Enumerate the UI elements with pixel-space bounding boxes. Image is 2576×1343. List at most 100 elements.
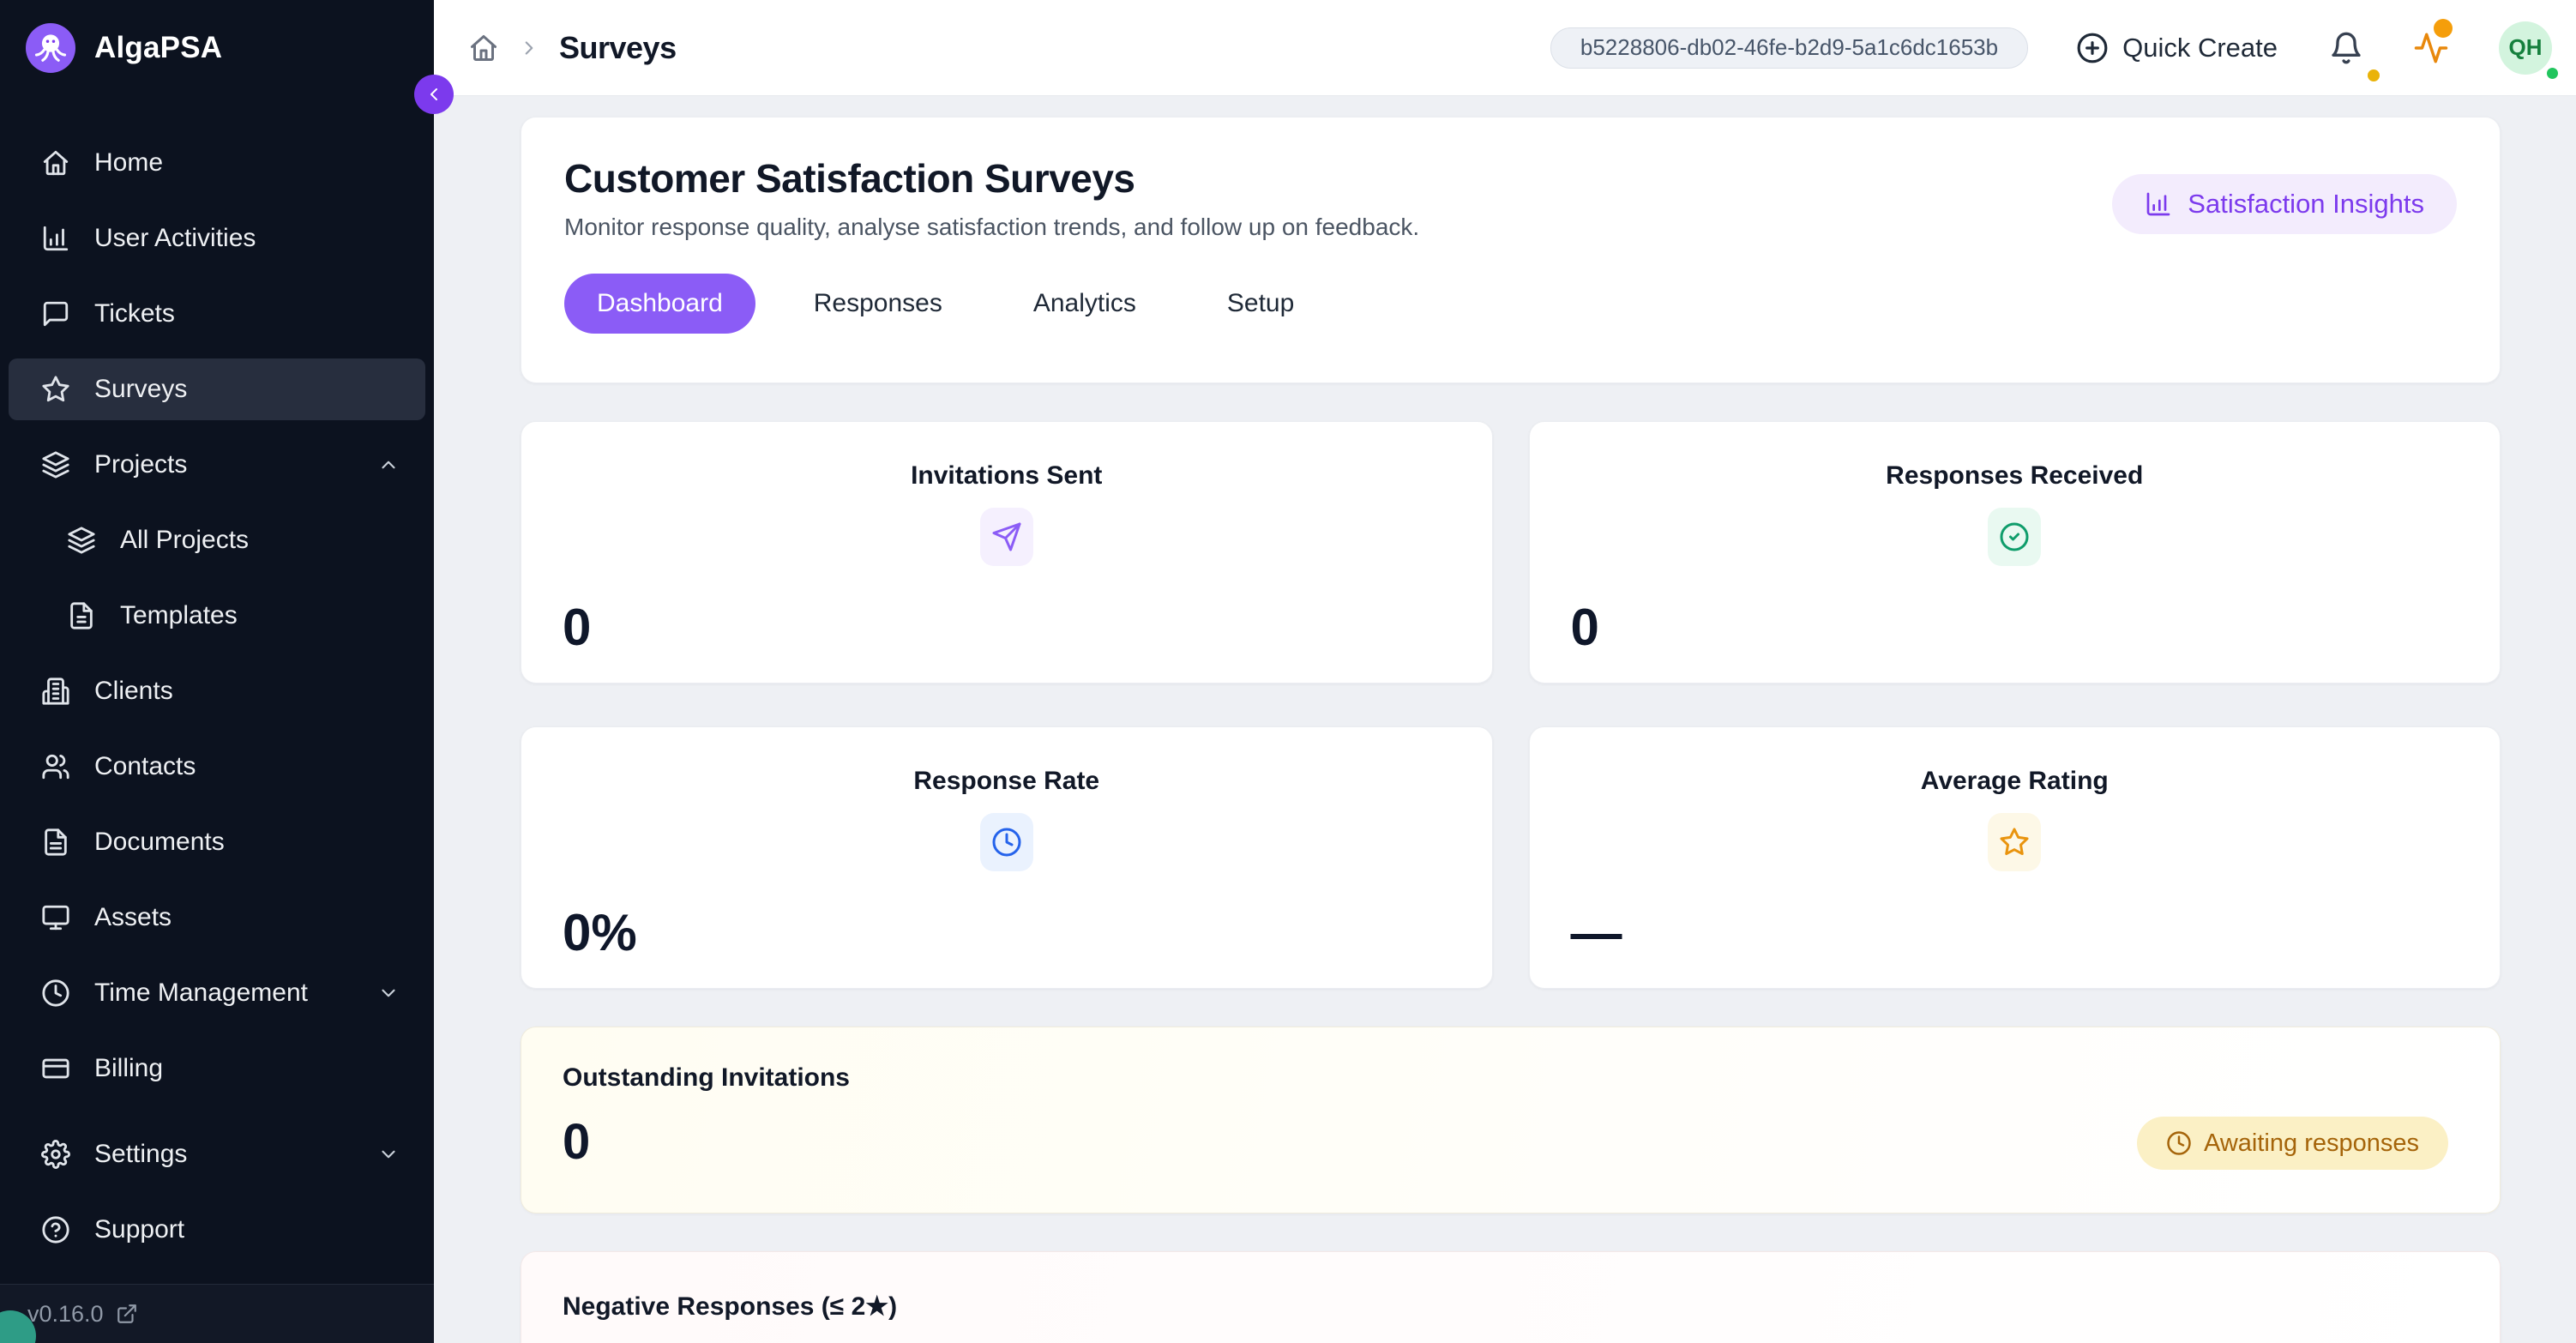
- page-subtitle: Monitor response quality, analyse satisf…: [564, 214, 1420, 240]
- tab-setup[interactable]: Setup: [1195, 274, 1327, 334]
- sidebar-item-label: Contacts: [94, 752, 196, 780]
- stats-grid: Invitations Sent 0 Responses Received 0 Resp…: [521, 421, 2501, 989]
- app-version-link[interactable]: v0.16.0: [27, 1300, 104, 1327]
- negative-responses-card: Negative Responses (≤ 2★): [521, 1251, 2501, 1343]
- page-title: Customer Satisfaction Surveys: [564, 156, 1135, 201]
- sidebar-item-billing[interactable]: Billing: [9, 1038, 425, 1099]
- message-square-icon: [41, 299, 70, 328]
- file-icon: [67, 601, 96, 630]
- bar-chart-icon: [2145, 190, 2172, 218]
- surveys-header-panel: Customer Satisfaction Surveys Monitor re…: [521, 117, 2501, 383]
- chevron-down-icon: [377, 982, 400, 1004]
- sidebar-item-templates[interactable]: Templates: [9, 585, 425, 647]
- stat-value: 0: [1570, 599, 1599, 656]
- settings-icon: [41, 1140, 70, 1169]
- stat-value: —: [1570, 904, 1622, 961]
- sidebar-item-label: Home: [94, 148, 164, 177]
- chevron-right-icon: [518, 37, 540, 59]
- sidebar-item-documents[interactable]: Documents: [9, 811, 425, 873]
- clock-icon: [979, 813, 1033, 871]
- credit-card-icon: [41, 1054, 70, 1083]
- top-header: Surveys b5228806-db02-46fe-b2d9-5a1c6dc1…: [434, 0, 2576, 96]
- tab-dashboard[interactable]: Dashboard: [564, 274, 755, 334]
- activity-alert-dot: [2434, 18, 2453, 38]
- content-column: Surveys b5228806-db02-46fe-b2d9-5a1c6dc1…: [434, 0, 2576, 1343]
- sidebar-nav: Home User Activities Tickets Surveys Project…: [0, 96, 434, 1284]
- header-actions: b5228806-db02-46fe-b2d9-5a1c6dc1653b Qui…: [1550, 18, 2561, 81]
- app-name: AlgaPSA: [94, 31, 223, 64]
- notification-dot: [2368, 69, 2380, 81]
- stat-card-response-rate: Response Rate 0%: [521, 726, 1493, 989]
- sidebar-item-settings[interactable]: Settings: [9, 1123, 425, 1185]
- home-icon[interactable]: [468, 33, 499, 63]
- outstanding-invitations-value: 0: [563, 1114, 591, 1170]
- session-id-badge[interactable]: b5228806-db02-46fe-b2d9-5a1c6dc1653b: [1550, 27, 2029, 69]
- sidebar-item-label: Documents: [94, 828, 225, 856]
- sidebar-item-label: Settings: [94, 1140, 188, 1168]
- sidebar-item-label: Projects: [94, 450, 188, 479]
- sidebar-item-label: Tickets: [94, 299, 175, 328]
- sidebar-collapse-button[interactable]: [414, 75, 454, 114]
- app-logo: AlgaPSA: [0, 0, 434, 96]
- sidebar-item-user-activities[interactable]: User Activities: [9, 208, 425, 269]
- clock-icon: [41, 979, 70, 1008]
- activity-pulse-button[interactable]: [2413, 18, 2453, 66]
- layers-icon: [67, 526, 96, 555]
- sidebar-item-label: Surveys: [94, 375, 188, 403]
- monitor-icon: [41, 903, 70, 932]
- sidebar-item-assets[interactable]: Assets: [9, 887, 425, 949]
- outstanding-invitations-label: Outstanding Invitations: [563, 1063, 850, 1092]
- sidebar-item-support[interactable]: Support: [9, 1199, 425, 1261]
- layers-icon: [41, 450, 70, 479]
- online-status-dot: [2544, 64, 2561, 81]
- breadcrumb-current: Surveys: [559, 29, 677, 65]
- tab-analytics[interactable]: Analytics: [1001, 274, 1169, 334]
- tab-responses[interactable]: Responses: [781, 274, 975, 334]
- negative-responses-label: Negative Responses (≤ 2★): [563, 1292, 898, 1321]
- sidebar-item-label: Billing: [94, 1054, 164, 1082]
- sidebar-item-label: Support: [94, 1215, 185, 1244]
- sidebar-item-tickets[interactable]: Tickets: [9, 283, 425, 345]
- stat-value: 0%: [563, 904, 637, 961]
- chevron-down-icon: [377, 1143, 400, 1165]
- sidebar-item-label: Time Management: [94, 979, 308, 1007]
- sidebar-item-label: Clients: [94, 677, 173, 705]
- chart-column-icon: [41, 224, 70, 253]
- star-icon: [41, 375, 70, 404]
- help-circle-icon: [41, 1215, 70, 1244]
- stat-title: Response Rate: [913, 767, 1100, 795]
- sidebar-item-projects[interactable]: Projects: [9, 434, 425, 496]
- stat-card-invitations-sent: Invitations Sent 0: [521, 421, 1493, 684]
- sidebar: AlgaPSA Home User Activities Tickets Survey…: [0, 0, 454, 1343]
- main-content: Customer Satisfaction Surveys Monitor re…: [434, 96, 2576, 1343]
- external-link-icon[interactable]: [116, 1303, 138, 1325]
- file-text-icon: [41, 828, 70, 857]
- stat-value: 0: [563, 599, 592, 656]
- sidebar-item-label: All Projects: [120, 526, 250, 554]
- stat-card-responses-received: Responses Received 0: [1528, 421, 2501, 684]
- home-icon: [41, 148, 70, 178]
- outstanding-invitations-card: Outstanding Invitations 0 Awaiting respo…: [521, 1027, 2501, 1214]
- breadcrumb: Surveys: [468, 30, 677, 66]
- sidebar-footer: v0.16.0: [0, 1284, 434, 1343]
- sidebar-item-surveys[interactable]: Surveys: [9, 358, 425, 420]
- octopus-logo-icon: [26, 23, 75, 73]
- sidebar-item-all-projects[interactable]: All Projects: [9, 509, 425, 571]
- awaiting-responses-badge: Awaiting responses: [2137, 1117, 2448, 1170]
- plus-circle-icon: [2076, 32, 2109, 64]
- quick-create-button[interactable]: Quick Create: [2076, 32, 2278, 64]
- sidebar-item-home[interactable]: Home: [9, 132, 425, 194]
- sidebar-item-contacts[interactable]: Contacts: [9, 736, 425, 798]
- stat-title: Invitations Sent: [911, 461, 1103, 490]
- notifications-bell-button[interactable]: [2329, 31, 2380, 81]
- user-avatar[interactable]: QH: [2499, 21, 2561, 81]
- sidebar-item-label: User Activities: [94, 224, 256, 252]
- satisfaction-insights-button[interactable]: Satisfaction Insights: [2112, 174, 2457, 234]
- clock-icon: [2166, 1130, 2192, 1156]
- sidebar-item-time-management[interactable]: Time Management: [9, 962, 425, 1024]
- stat-title: Responses Received: [1886, 461, 2144, 490]
- sidebar-item-clients[interactable]: Clients: [9, 660, 425, 722]
- stat-title: Average Rating: [1920, 767, 2109, 795]
- sidebar-item-label: Templates: [120, 601, 238, 629]
